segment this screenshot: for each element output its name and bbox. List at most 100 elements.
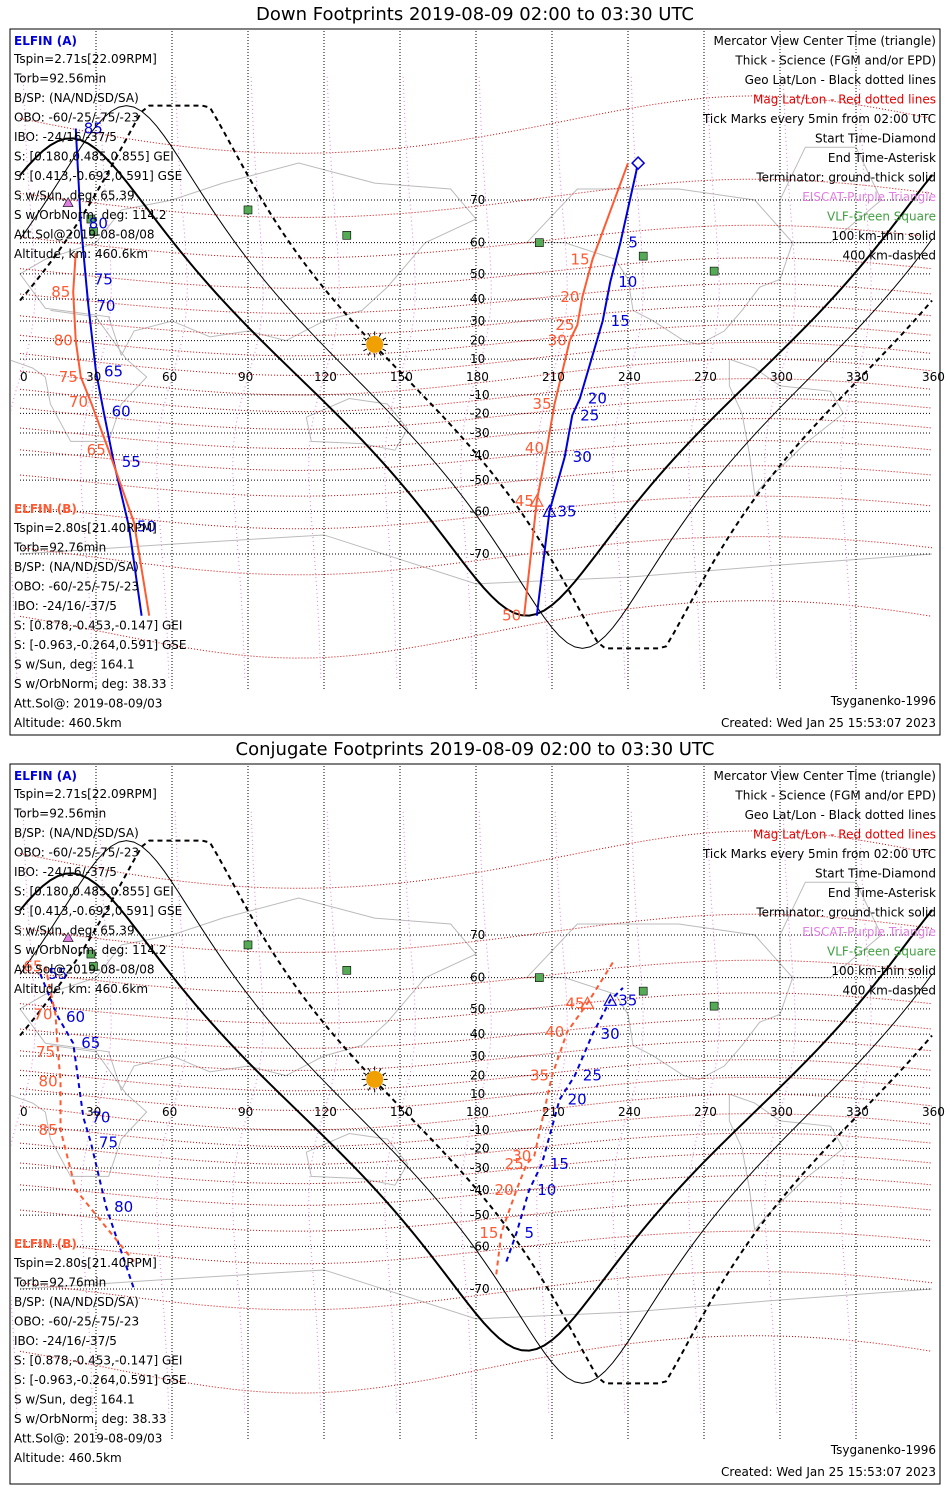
legend-entry: VLF-Green Square [827,210,936,224]
lat-tick-label: -20 [470,1141,490,1155]
vlf-station-icon [709,266,719,276]
track-line [523,162,629,616]
track-line [39,973,135,1290]
elfin-a-line: S w/Sun, deg: 65.39 [14,189,135,203]
tick-label: 70 [96,297,115,315]
mag-meridian [80,811,112,1413]
lon-tick-label: 180 [466,1105,489,1119]
tick-label: 80 [39,1072,58,1090]
tick-label: 65 [87,441,106,459]
mag-parallel [19,358,933,396]
tick-label: 40 [525,439,544,457]
elfin-b-line: S: [0.878,-0.453,-0.147] GEI [14,619,182,633]
lon-tick-label: 360 [922,1105,945,1119]
mag-meridian [156,76,188,678]
vlf-station-icon [535,973,544,982]
tick-label: 20 [495,1181,514,1199]
elfin-a-line: S: [0.180,0.485,0.855] GEI [14,885,174,899]
elfin-b-line: S: [-0.963,-0.264,0.591] GSE [14,1373,187,1387]
lat-tick-label: 10 [470,1087,485,1101]
sun-ray [367,332,371,337]
legend-entry: 400 km-dashed [842,249,936,263]
track-line [495,961,614,1275]
coast-segment [728,1093,844,1231]
mag-parallel [19,1113,933,1148]
sun-icon [361,1066,388,1093]
tick-label: 65 [81,1034,100,1052]
sun-ray [367,351,371,356]
elfin-a-line: OBO: -60/-25/-75/-23 [14,846,139,860]
elfin-b-line: S: [-0.963,-0.264,0.591] GSE [14,638,187,652]
lon-tick-label: 210 [542,370,565,384]
mag-meridians [11,811,872,1413]
coast-segment [728,358,844,496]
terminator-ground [19,137,933,617]
lon-tick-label: 60 [162,1105,177,1119]
map-plot-area: 5101520253035556065707580152025303540456… [11,766,933,1439]
tick-label: 20 [560,288,579,306]
coast-segment [526,923,794,1080]
tick-label: 20 [588,390,607,408]
center-time-triangle-icon [542,504,557,517]
tick-label: 50 [502,607,521,625]
tick-label: 35 [557,502,576,520]
panel-title-down: Down Footprints 2019-08-09 02:00 to 03:3… [256,4,694,25]
lon-tick-label: 90 [238,370,253,384]
tick-label: 75 [36,1043,55,1061]
lat-tick-label: 40 [470,292,485,306]
elfin-a-line: Torb=92.56min [13,807,106,821]
lat-tick-label: -70 [470,547,490,561]
legend-entry: Terminator: ground-thick solid [755,906,936,920]
lat-tick-label: -30 [470,1161,490,1175]
mag-meridian [308,811,340,1413]
elfin-a-line: Altitude, km: 460.6km [14,247,148,261]
elfin-b-info: ELFIN (B) Tspin=2.80s[21.40RPM] Torb=92.76… [13,502,187,730]
mag-parallel [19,913,933,953]
elfin-b-line: Torb=92.76min [13,541,106,555]
lon-tick-label: 30 [86,370,101,384]
vlf-station-icon [535,238,544,247]
lat-tick-label: 10 [470,352,485,366]
legend-entry: 100 km-thin solid [831,229,936,243]
sun-ray [382,1072,387,1076]
mag-parallel [19,1039,933,1071]
lat-tick-label: -30 [470,426,490,440]
tick-label: 65 [104,363,123,381]
tick-label: 25 [555,316,574,334]
elfin-a-line: IBO: -24/16/-37/5 [14,130,117,144]
tick-label: 20 [568,1091,587,1109]
elfin-b-line: Tspin=2.80s[21.40RPM] [13,1256,157,1270]
map-frame [9,28,941,736]
mag-meridian [384,76,416,678]
elfin-a-title: ELFIN (A) [14,769,77,783]
legend-entry: EISCAT-Purple Triangle [802,925,936,939]
center-time-triangle-icon [603,993,618,1006]
coast-segment [305,1133,409,1186]
mag-meridian [384,811,416,1413]
lat-tick-label: 40 [470,1027,485,1041]
track-line [72,252,151,616]
elfin-b-line: Att.Sol@: 2019-08-09/03 [14,697,162,711]
tick-label: 10 [537,1181,556,1199]
mag-parallel [19,1076,933,1111]
lon-tick-label: 150 [390,370,413,384]
mag-parallel [19,224,933,259]
sun-ray [363,348,368,352]
legend-entry: Start Time-Diamond [815,132,936,146]
sun-ray [363,337,368,341]
vlf-station-icon [86,214,96,224]
elfin-b-line: Att.Sol@: 2019-08-09/03 [14,1432,162,1446]
lat-tick-label: -50 [470,473,490,487]
mag-meridian [612,811,644,1413]
tick-label: 15 [479,1224,498,1242]
tick-label: 85 [51,283,70,301]
sun-ray [363,1072,368,1076]
lat-tick-label: -70 [470,1282,490,1296]
mag-parallel [19,495,933,530]
lat-tick-label: 20 [470,334,485,348]
lon-tick-label: 0 [20,370,28,384]
tick-label: 30 [512,1147,531,1165]
